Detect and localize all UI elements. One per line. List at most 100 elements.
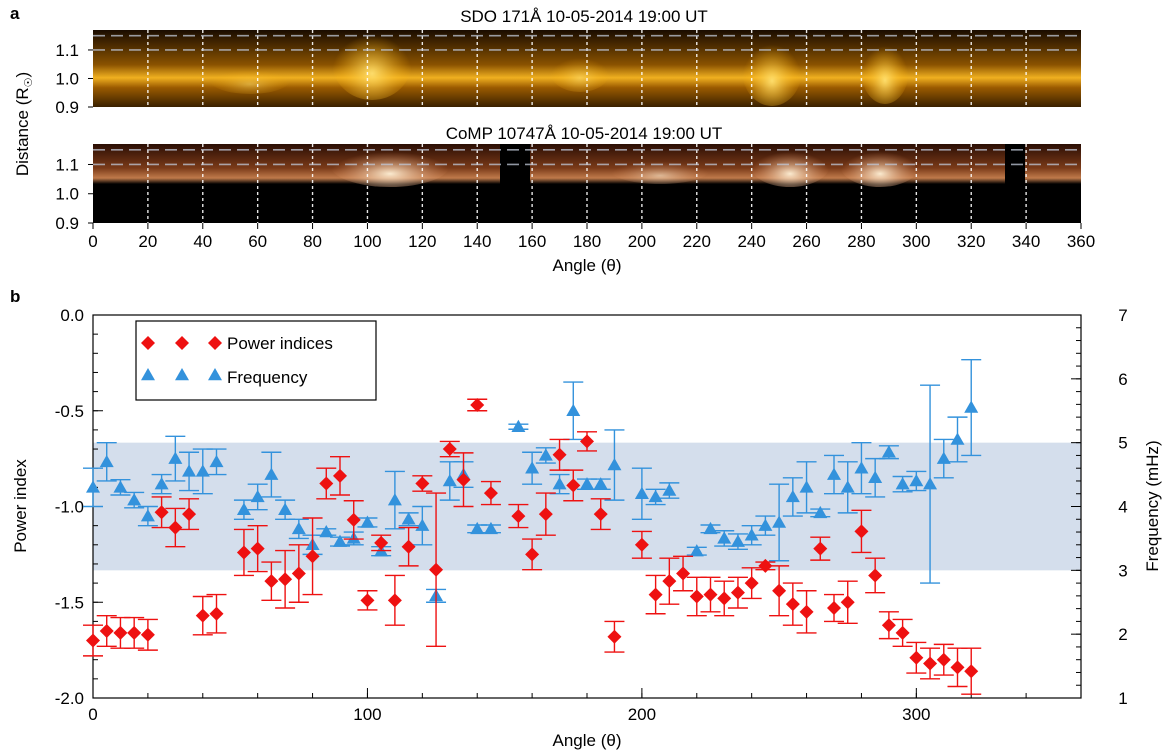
power-index-point — [607, 629, 622, 644]
power-index-point — [552, 447, 567, 462]
y2-tick-label: 6 — [1118, 370, 1127, 389]
frequency-point — [154, 477, 169, 490]
y-tick-label: 1.1 — [55, 155, 79, 174]
frequency-point — [799, 480, 814, 493]
power-index-point — [250, 541, 265, 556]
power-index-point — [703, 587, 718, 602]
y-axis-label-right: Frequency (mHz) — [1143, 440, 1162, 571]
x-tick-label: 200 — [628, 705, 656, 724]
frequency-point — [648, 489, 663, 503]
x-tick-label: 260 — [792, 232, 820, 251]
power-index-point — [730, 585, 745, 600]
power-index-point — [854, 524, 869, 539]
frequency-point — [662, 483, 677, 496]
power-index-point — [127, 625, 142, 640]
panel-b-label: b — [10, 287, 20, 306]
power-index-point — [374, 535, 389, 550]
frequency-point — [827, 467, 841, 480]
panel-a: a SDO 171Å 10-05-2014 19:00 UT CoMP 1074… — [10, 4, 1095, 275]
power-index-point — [99, 623, 114, 638]
x-tick-label: 300 — [902, 705, 930, 724]
frequency-point — [264, 467, 279, 480]
frequency-point — [113, 480, 128, 493]
power-index-point — [758, 558, 773, 573]
power-index-point — [182, 507, 197, 522]
power-index-point — [305, 549, 320, 564]
power-index-point — [195, 608, 210, 623]
y2-tick-label: 1 — [1118, 689, 1127, 708]
frequency-point — [703, 521, 718, 535]
x-tick-label: 300 — [902, 232, 930, 251]
frequency-point — [607, 458, 622, 471]
frequency-point — [333, 534, 347, 547]
frequency-point — [387, 493, 402, 506]
frequency-point — [909, 473, 924, 487]
power-index-point — [154, 505, 169, 520]
x-tick-label: 80 — [303, 232, 322, 251]
power-index-point — [470, 398, 485, 413]
power-index-point — [346, 512, 361, 527]
frequency-point — [319, 525, 334, 538]
frequency-point — [950, 432, 965, 445]
panel-b-series — [83, 358, 982, 695]
legend-marker-power — [141, 336, 155, 350]
frequency-point — [593, 477, 608, 490]
power-index-point — [236, 545, 251, 560]
frequency-point — [881, 445, 896, 458]
legend-label-frequency: Frequency — [227, 368, 308, 387]
frequency-point — [717, 531, 732, 544]
legend-box — [135, 320, 377, 401]
power-index-point — [113, 625, 128, 640]
y-tick-label: 0.9 — [55, 98, 79, 117]
series-power-indices — [83, 398, 982, 695]
x-tick-label: 360 — [1067, 232, 1095, 251]
power-index-point — [648, 587, 663, 602]
frequency-point — [840, 480, 855, 493]
power-index-point — [429, 562, 444, 577]
panel-b-axes: 0.0 -0.5 -1.0 -1.5 -2.0 7 6 5 4 3 2 1 0 100 200 300 — [55, 306, 1128, 724]
power-index-point — [580, 434, 594, 449]
y2-tick-label: 7 — [1118, 306, 1127, 325]
y-tick-label: -1.5 — [55, 593, 84, 612]
power-index-point — [936, 652, 951, 667]
frequency-point — [964, 400, 979, 413]
y2-tick-label: 5 — [1118, 434, 1127, 453]
frequency-point — [936, 451, 951, 464]
frequency-point — [634, 486, 649, 499]
frequency-point — [250, 489, 265, 503]
power-index-point — [827, 600, 841, 615]
panel-a-x-axis: 0 20 40 60 80 100 120 140 160 180 200 220 240 260 280 3… — [88, 223, 1095, 251]
panel-a-gridlines — [93, 30, 1081, 223]
x-tick-label: 60 — [248, 232, 267, 251]
panel-b: b 0.0 -0.5 -1.0 -1.5 -2.0 7 6 5 4 3 2 1 0 100 200 300 P… — [10, 287, 1162, 750]
power-index-point — [387, 593, 402, 608]
frequency-point — [580, 477, 594, 490]
y-tick-label: -2.0 — [55, 689, 84, 708]
power-index-point — [511, 509, 526, 524]
power-index-point — [785, 597, 800, 612]
power-index-point — [538, 507, 553, 522]
x-tick-label: 340 — [1012, 232, 1040, 251]
frequency-point — [470, 521, 485, 535]
sdo-active-regions — [210, 24, 909, 106]
legend-marker-power — [208, 336, 222, 350]
y-tick-label: 1.1 — [55, 41, 79, 60]
power-index-point — [717, 591, 732, 606]
comp-image-title: CoMP 10747Å 10-05-2014 19:00 UT — [446, 124, 723, 143]
power-index-point — [593, 507, 608, 522]
x-tick-label: 320 — [957, 232, 985, 251]
x-tick-label: 120 — [408, 232, 436, 251]
frequency-point — [140, 509, 155, 522]
y-axis-label-panel-a: Distance (R☉) — [13, 72, 35, 176]
frequency-point — [86, 480, 100, 493]
frequency-point — [895, 477, 910, 490]
power-index-point — [483, 486, 498, 501]
frequency-point — [785, 489, 800, 503]
power-index-point — [881, 618, 896, 633]
power-index-point — [264, 574, 279, 589]
frequency-point — [730, 534, 745, 547]
y-tick-label: 0.9 — [55, 214, 79, 233]
frequency-point — [552, 477, 567, 490]
power-index-point — [868, 568, 883, 583]
